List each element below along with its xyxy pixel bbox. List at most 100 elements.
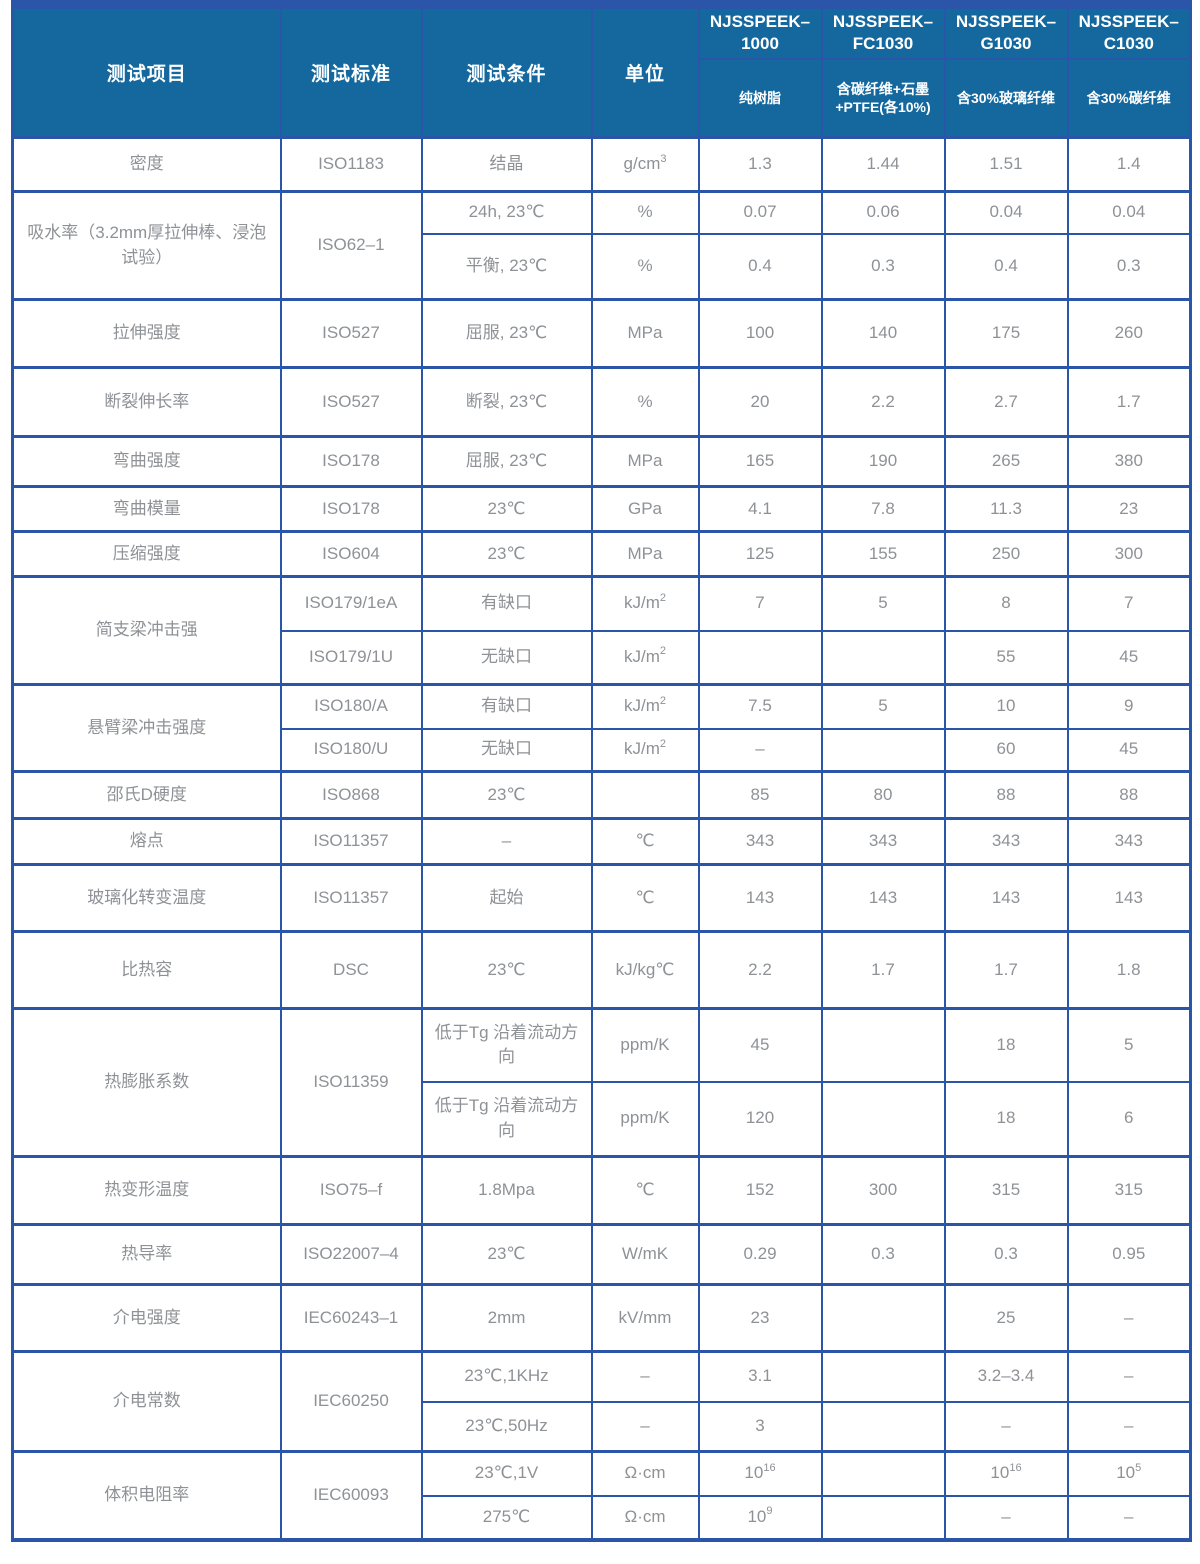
cell-value: – bbox=[1066, 1400, 1192, 1453]
table-row: 热变形温度 ISO75–f 1.8Mpa ℃ 152 300 315 315 bbox=[11, 1155, 1192, 1226]
cell-value: 2.2 bbox=[697, 930, 823, 1010]
cell-unit: ppm/K bbox=[590, 1080, 700, 1158]
header-unit: 单位 bbox=[590, 3, 700, 139]
cell-test-standard: IEC60093 bbox=[279, 1450, 423, 1541]
table-header: 测试项目 测试标准 测试条件 单位 NJSSPEEK– 1000 NJSSPEEK– FC… bbox=[11, 3, 1192, 139]
cell-test-standard: ISO22007–4 bbox=[279, 1223, 423, 1286]
cell-unit: kJ/m2 bbox=[590, 575, 700, 632]
cell-test-standard: ISO179/1U bbox=[279, 629, 423, 686]
cell-value: 1.51 bbox=[943, 136, 1069, 193]
cell-test-item: 邵氏D硬度 bbox=[11, 770, 282, 820]
table-row: 吸水率（3.2mm厚拉伸棒、浸泡试验） ISO62–1 24h, 23℃% 0.07 0… bbox=[11, 190, 1192, 301]
cell-test-condition: – bbox=[420, 817, 593, 866]
cell-value: 11.3 bbox=[943, 485, 1069, 533]
cell-unit: ℃ bbox=[590, 1155, 700, 1226]
cell-test-standard: ISO527 bbox=[279, 298, 423, 369]
cell-test-item: 悬臂梁冲击强度 bbox=[11, 683, 282, 773]
cell-value: 140 bbox=[820, 298, 946, 369]
cell-value: – bbox=[697, 727, 823, 773]
cell-value: – bbox=[1066, 1350, 1192, 1403]
cell-test-item: 简支梁冲击强 bbox=[11, 575, 282, 686]
cell-test-standard: ISO527 bbox=[279, 366, 423, 438]
cell-test-condition: 低于Tg 沿着流动方向 bbox=[420, 1080, 593, 1158]
cell-value: 343 bbox=[697, 817, 823, 866]
header-product-name: NJSSPEEK– 1000 bbox=[697, 3, 823, 60]
cell-unit: % bbox=[590, 232, 700, 301]
header-test-condition: 测试条件 bbox=[420, 3, 593, 139]
cell-test-condition: 1.8Mpa bbox=[420, 1155, 593, 1226]
cell-test-condition: 23℃ bbox=[420, 530, 593, 578]
cell-value: 20 bbox=[697, 366, 823, 438]
cell-test-item: 介电常数 bbox=[11, 1350, 282, 1453]
table-row: 熔点 ISO11357– ℃ 343 343 343 343 bbox=[11, 817, 1192, 866]
table-row: 邵氏D硬度 ISO868 23℃ 85 80 88 88 bbox=[11, 770, 1192, 820]
cell-value: 0.4 bbox=[697, 232, 823, 301]
cell-test-condition: 23℃,1V bbox=[420, 1450, 593, 1497]
table-body: 密度 ISO1183 结晶 g/cm3 1.3 1.44 1.51 1.4 吸水率（3.2mm厚… bbox=[11, 136, 1192, 1541]
cell-unit: MPa bbox=[590, 298, 700, 369]
cell-test-item: 吸水率（3.2mm厚拉伸棒、浸泡试验） bbox=[11, 190, 282, 301]
header-product-desc: 含30%碳纤维 bbox=[1066, 57, 1192, 139]
header-product-desc: 含碳纤维+石墨 +PTFE(各10%) bbox=[820, 57, 946, 139]
cell-test-condition: 屈服, 23℃ bbox=[420, 435, 593, 488]
cell-unit: ℃ bbox=[590, 817, 700, 866]
cell-value: 5 bbox=[1066, 1007, 1192, 1083]
cell-test-standard: ISO75–f bbox=[279, 1155, 423, 1226]
table-row: 平衡, 23℃% 0.4 0.3 0.4 0.3 bbox=[13, 232, 1192, 301]
cell-value: 23 bbox=[697, 1283, 823, 1353]
cell-test-condition: 无缺口 bbox=[420, 629, 593, 686]
cell-value: 3 bbox=[697, 1400, 823, 1453]
cell-value: 300 bbox=[820, 1155, 946, 1226]
table-row: 比热容 DSC 23℃ kJ/kg℃ 2.2 1.7 1.7 1.8 bbox=[11, 930, 1192, 1010]
cell-value: 18 bbox=[943, 1080, 1069, 1158]
cell-test-condition: 23℃ bbox=[420, 930, 593, 1010]
cell-test-condition: 23℃,1KHz bbox=[420, 1350, 593, 1403]
cell-value: 250 bbox=[943, 530, 1069, 578]
cell-test-standard: ISO11359 bbox=[279, 1007, 423, 1158]
table-row: 热导率 ISO22007–4 23℃ W/mK 0.29 0.3 0.3 0.95 bbox=[11, 1223, 1192, 1286]
table-row: ISO179/1U 无缺口 kJ/m2 55 45 bbox=[13, 629, 1192, 686]
header-product-name: NJSSPEEK– G1030 bbox=[943, 3, 1069, 60]
header-row-top: 测试项目 测试标准 测试条件 单位 NJSSPEEK– 1000 NJSSPEEK– FC… bbox=[11, 3, 1192, 139]
cell-value: 165 bbox=[697, 435, 823, 488]
table-row: 弯曲模量 ISO178 23℃ GPa 4.1 7.8 11.3 23 bbox=[11, 485, 1192, 533]
cell-value bbox=[820, 1400, 946, 1453]
cell-value: 45 bbox=[1066, 629, 1192, 686]
cell-value: 18 bbox=[943, 1007, 1069, 1083]
cell-value: 380 bbox=[1066, 435, 1192, 488]
cell-test-standard: ISO178 bbox=[279, 435, 423, 488]
cell-value: 190 bbox=[820, 435, 946, 488]
cell-value: 0.06 bbox=[820, 190, 946, 235]
cell-test-item: 热导率 bbox=[11, 1223, 282, 1286]
cell-unit: W/mK bbox=[590, 1223, 700, 1286]
cell-test-condition: 23℃,50Hz bbox=[420, 1400, 593, 1453]
cell-value: 155 bbox=[820, 530, 946, 578]
cell-value bbox=[820, 1494, 946, 1541]
cell-test-condition: 起始 bbox=[420, 863, 593, 933]
table-row: 体积电阻率 IEC60093 23℃,1V Ω·cm 1016 1016 105 bbox=[11, 1450, 1192, 1541]
table-row: 热膨胀系数 ISO11359 低于Tg 沿着流动方向 ppm/K 45 18 5 bbox=[11, 1007, 1192, 1158]
header-product-name: NJSSPEEK– C1030 bbox=[1066, 3, 1192, 60]
cell-test-item: 熔点 bbox=[11, 817, 282, 866]
cell-value: 2.7 bbox=[943, 366, 1069, 438]
cell-value bbox=[820, 1450, 946, 1497]
cell-value: 143 bbox=[943, 863, 1069, 933]
cell-test-item: 压缩强度 bbox=[11, 530, 282, 578]
cell-unit: kJ/m2 bbox=[590, 683, 700, 730]
cell-value: 100 bbox=[697, 298, 823, 369]
cell-value bbox=[820, 1007, 946, 1083]
cell-value: – bbox=[943, 1494, 1069, 1541]
cell-value: 152 bbox=[697, 1155, 823, 1226]
cell-value: 7.5 bbox=[697, 683, 823, 730]
cell-value: – bbox=[943, 1400, 1069, 1453]
header-test-item: 测试项目 bbox=[11, 3, 282, 139]
table-row: 23℃,50Hz –3– – bbox=[13, 1400, 1192, 1453]
cell-value: 0.07 bbox=[697, 190, 823, 235]
cell-value: 343 bbox=[1066, 817, 1192, 866]
cell-test-item: 拉伸强度 bbox=[11, 298, 282, 369]
cell-test-condition: 屈服, 23℃ bbox=[420, 298, 593, 369]
table-row: 压缩强度 ISO604 23℃ MPa 125 155 250 300 bbox=[11, 530, 1192, 578]
cell-value bbox=[697, 629, 823, 686]
cell-value: 265 bbox=[943, 435, 1069, 488]
cell-value: 8 bbox=[943, 575, 1069, 632]
